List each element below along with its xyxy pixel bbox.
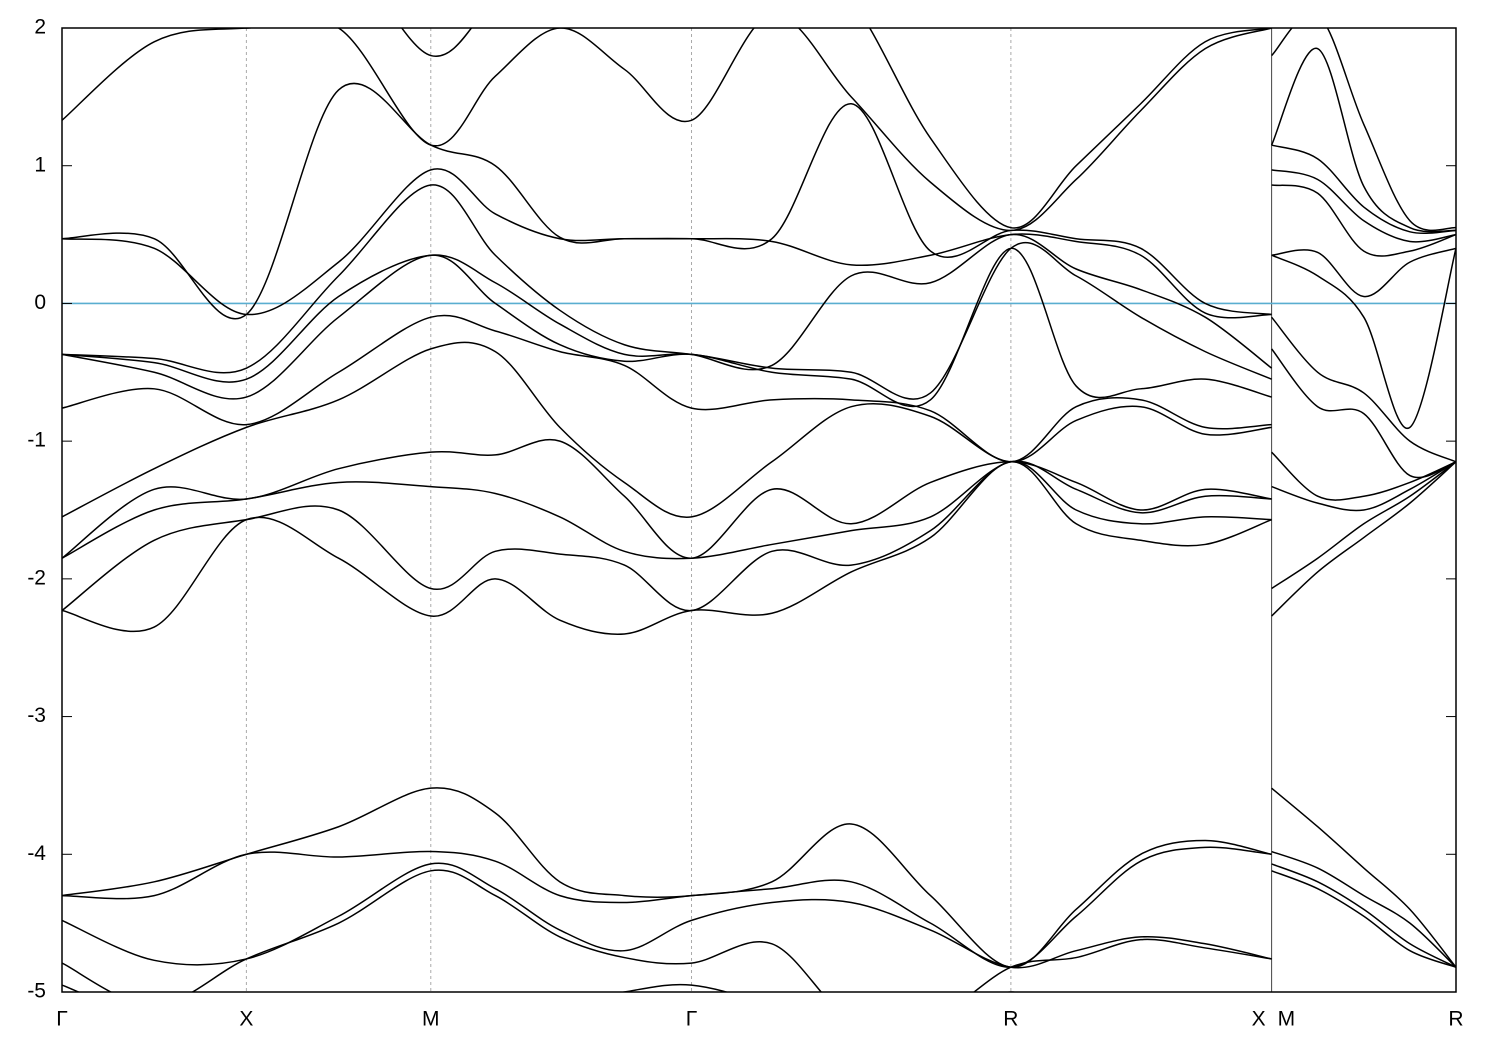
y-tick-label: -1 bbox=[27, 429, 46, 452]
band-line bbox=[62, 461, 1456, 635]
band-line bbox=[62, 241, 1456, 400]
y-tick-label: 0 bbox=[34, 291, 46, 314]
band-line bbox=[62, 247, 1456, 429]
y-tick-label: -4 bbox=[27, 842, 46, 865]
band-line bbox=[62, 461, 1456, 612]
band-line bbox=[62, 862, 1456, 969]
x-tick-label: R bbox=[1003, 1008, 1018, 1031]
x-tick-label: M bbox=[422, 1008, 440, 1031]
band-line bbox=[62, 846, 1456, 968]
x-tick-label: M bbox=[1278, 1008, 1296, 1031]
band-line bbox=[62, 168, 1456, 319]
band-line bbox=[62, 28, 1456, 233]
y-tick-label: 1 bbox=[34, 153, 46, 176]
y-tick-label: 2 bbox=[34, 16, 46, 39]
band-line bbox=[243, 28, 1456, 232]
x-tick-label: Γ bbox=[686, 1008, 698, 1031]
band-line bbox=[62, 184, 1456, 374]
y-tick-label: -2 bbox=[27, 566, 46, 589]
plot-frame bbox=[61, 27, 1457, 993]
x-tick-label: X bbox=[239, 1008, 253, 1031]
band-line bbox=[62, 82, 1456, 320]
y-tick-label: -3 bbox=[27, 704, 46, 727]
band-line bbox=[62, 460, 1456, 560]
band-line bbox=[62, 314, 1456, 463]
y-tick-label: -5 bbox=[27, 980, 46, 1003]
band-line bbox=[62, 869, 1456, 992]
band-line bbox=[62, 438, 1456, 559]
x-tick-label: X bbox=[1252, 1008, 1266, 1031]
band-line bbox=[62, 787, 1456, 968]
x-tick-label: Γ bbox=[56, 1008, 68, 1031]
band-line bbox=[62, 983, 1456, 992]
bands-layer bbox=[62, 28, 1456, 992]
x-tick-label: R bbox=[1448, 1008, 1463, 1031]
